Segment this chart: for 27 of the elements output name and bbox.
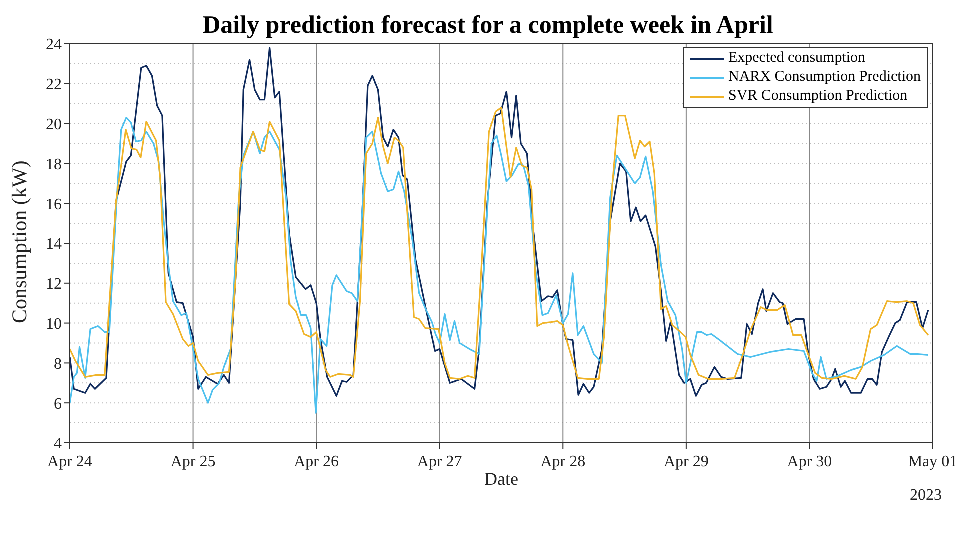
chart-title: Daily prediction forecast for a complete week in April [202, 12, 774, 39]
legend-label: NARX Consumption Prediction [728, 68, 921, 87]
legend-label: Expected consumption [728, 49, 866, 68]
y-tick-label: 22 [46, 76, 62, 94]
x-tick-label: Apr 28 [540, 453, 586, 470]
x-tick-label: Apr 24 [48, 453, 92, 470]
x-tick-label: Apr 26 [294, 453, 340, 470]
x-tick-label: Apr 25 [170, 453, 216, 470]
y-tick-label: 16 [46, 196, 62, 214]
line-series [70, 47, 930, 397]
y-axis-title: Consumption (kW) [7, 160, 32, 324]
y-tick-label: 20 [46, 116, 62, 134]
y-tick-label: 8 [54, 356, 62, 373]
y-tick-label: 24 [46, 36, 62, 54]
legend-label: SVR Consumption Prediction [728, 87, 908, 106]
y-tick-label: 18 [46, 156, 62, 174]
x-tick-label: May 01 [908, 453, 958, 470]
x-axis-title: Date [484, 469, 518, 489]
x-tick-label: Apr 27 [417, 453, 462, 470]
y-tick-label: 6 [54, 396, 62, 413]
y-tick-label: 4 [54, 436, 62, 453]
y-tick-label: 12 [46, 276, 62, 294]
x-tick-label: Apr 29 [664, 453, 709, 470]
x-tick-label: Apr 30 [787, 453, 832, 470]
y-tick-label: 10 [46, 316, 62, 333]
y-tick-label: 14 [46, 236, 62, 254]
text: 2023 [910, 487, 942, 505]
